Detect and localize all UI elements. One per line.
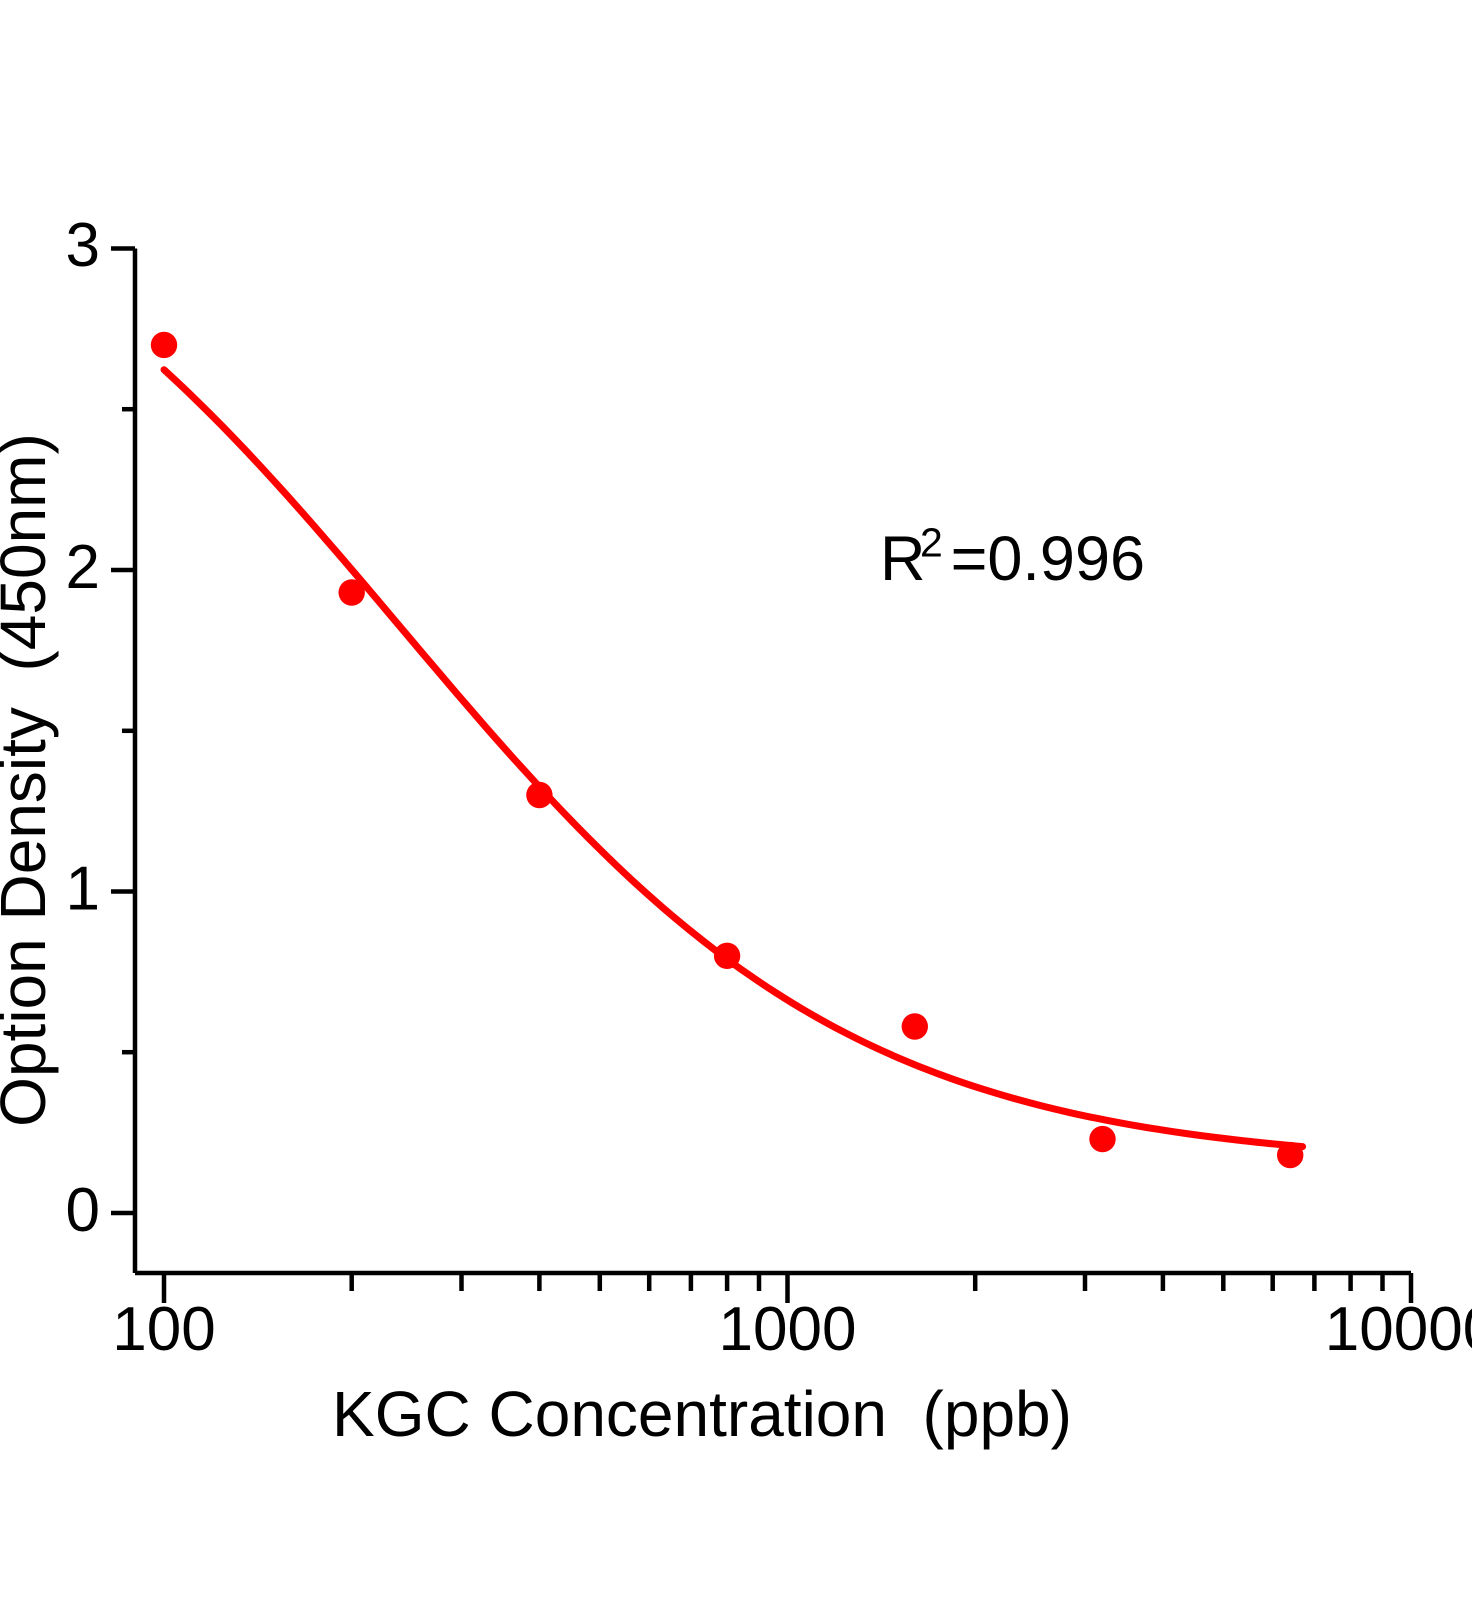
svg-text:Option Density (450nm): Option Density (450nm) <box>0 433 59 1127</box>
svg-text:=0.996: =0.996 <box>951 524 1145 594</box>
svg-text:100: 100 <box>112 1295 215 1364</box>
svg-text:1: 1 <box>66 855 100 924</box>
svg-text:0: 0 <box>66 1176 100 1245</box>
svg-text:1000: 1000 <box>719 1295 857 1364</box>
svg-text:2: 2 <box>66 533 100 602</box>
svg-text:10000: 10000 <box>1325 1295 1472 1364</box>
svg-text:2: 2 <box>920 520 943 566</box>
svg-text:KGC Concentration (ppb): KGC Concentration (ppb) <box>332 1378 1072 1450</box>
svg-text:3: 3 <box>66 211 100 280</box>
svg-text:R: R <box>880 524 926 594</box>
